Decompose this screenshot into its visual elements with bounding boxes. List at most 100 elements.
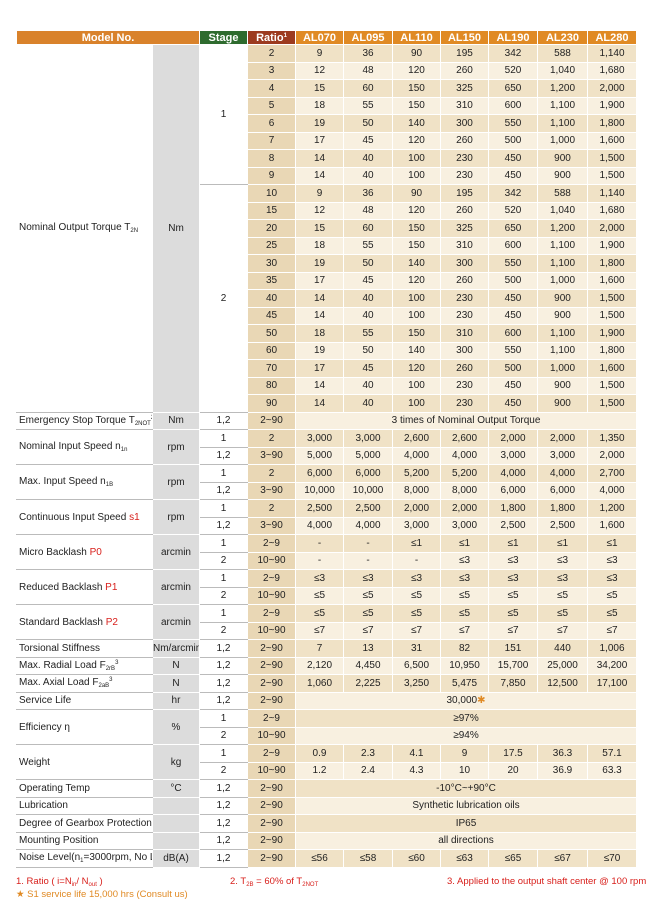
value-cell: ≤5 [392, 586, 441, 605]
value-cell: 230 [440, 289, 489, 308]
value-cell: ≤3 [537, 551, 588, 570]
footnote: 3. Applied to the output shaft center @ … [447, 876, 646, 887]
table-row: Torsional Stiffness Nm/arcmin 1,2 2~90 7 13 31… [16, 639, 637, 658]
merged-cell: ≥97% [295, 709, 637, 728]
stage-header: Stage [199, 30, 248, 45]
text-part: Max. Input Speed n [19, 476, 106, 487]
value-cell: ≤3 [488, 569, 538, 588]
value-cell: 150 [392, 219, 441, 238]
ratio-cell: 8 [247, 149, 296, 168]
value-cell: 2,500 [295, 499, 344, 518]
unit-cell: N [152, 674, 200, 693]
table-row: Weight kg 1 2~9 0.9 2.3 4.1 9 17.5 36.3 57.1 [16, 744, 637, 780]
ratio-cell: 60 [247, 341, 296, 360]
ratio-cell: 2~90 [247, 674, 296, 693]
value-cell: 300 [440, 341, 489, 360]
value-cell: 450 [488, 149, 538, 168]
value-cell: ≤5 [537, 604, 588, 623]
unit-cell: rpm [152, 499, 200, 535]
value-cell: 17,100 [587, 674, 637, 693]
text-part: Degree of Gearbox Protection [19, 817, 152, 829]
stage-cell: 1,2 [199, 814, 248, 833]
row-label: Continuous Input Speed s1 [16, 499, 153, 535]
value-cell: 1,900 [587, 236, 637, 255]
value-cell: 600 [488, 324, 538, 343]
value-cell: ≤3 [537, 569, 588, 588]
ratio-cell: 10~90 [247, 621, 296, 640]
value-cell: 18 [295, 324, 344, 343]
value-cell: 45 [343, 131, 393, 150]
value-cell: 230 [440, 149, 489, 168]
value-cell: 150 [392, 96, 441, 115]
value-cell: ≤5 [488, 586, 538, 605]
value-cell: 4,000 [343, 516, 393, 535]
value-cell: 520 [488, 61, 538, 80]
ratio-cell: 10~90 [247, 761, 296, 780]
text-part: P1 [105, 581, 118, 593]
ratio-cell: 2 [247, 429, 296, 448]
unit-cell [152, 796, 200, 815]
table-row: 1,2 3~90 4,000 4,000 3,000 3,000 2,500 2,500 1,6… [17, 516, 637, 535]
table-row: Lubrication 1,2 2~90 Synthetic lubrication … [16, 796, 637, 815]
value-cell: 325 [440, 219, 489, 238]
value-cell: 40 [343, 306, 393, 325]
table-row: Max. Input Speed n1B rpm 1 2 6,000 6,000 5,200… [16, 464, 637, 500]
value-cell: 19 [295, 114, 344, 133]
value-cell: 1,500 [587, 306, 637, 325]
text-part: =3000rpm, No Load) [83, 852, 152, 864]
value-cell: 600 [488, 96, 538, 115]
merged-cell: Synthetic lubrication oils [295, 796, 637, 815]
value-cell: 1,100 [537, 114, 588, 133]
value-cell: 500 [488, 271, 538, 290]
value-cell: 1,100 [537, 254, 588, 273]
value-cell: 310 [440, 236, 489, 255]
value-cell: 3,000 [343, 429, 393, 448]
value-cell: ≤65 [488, 849, 538, 868]
value-cell: 100 [392, 166, 441, 185]
stage-cell: 1 [199, 604, 248, 623]
stage-cell: 1,2 [199, 674, 248, 693]
value-cell: 150 [392, 79, 441, 98]
stage-cell: 1 [199, 499, 248, 518]
value-cell: 1,900 [587, 96, 637, 115]
value-cell: 140 [392, 114, 441, 133]
value-cell: 260 [440, 61, 489, 80]
value-cell: 6,000 [295, 464, 344, 483]
table-row: 35 17 45 120 260 500 1,000 1,600 [17, 271, 637, 290]
stage-cell: 1 [199, 429, 248, 448]
row-label: Weight [16, 744, 153, 780]
text-part: Noise Level(n [19, 852, 81, 864]
ratio-cell: 2~90 [247, 639, 296, 658]
stage-cell: 1 [199, 534, 248, 553]
table-row: 6 19 50 140 300 550 1,100 1,800 [17, 114, 637, 133]
value-cell: 8,000 [440, 481, 489, 500]
value-cell: 14 [295, 376, 344, 395]
unit-cell: % [152, 709, 200, 745]
table-row: 1,2 3~90 10,000 10,000 8,000 8,000 6,000 6,000 4… [17, 481, 637, 500]
value-cell: 450 [488, 376, 538, 395]
text-part: 3 [115, 659, 119, 666]
value-cell: 300 [440, 114, 489, 133]
value-cell: 34,200 [587, 656, 637, 675]
stage-cell: 1 [199, 464, 248, 483]
value-cell: 5,200 [392, 464, 441, 483]
value-cell: 5,475 [440, 674, 489, 693]
value-cell: ≤7 [440, 621, 489, 640]
value-cell: 2,000 [537, 429, 588, 448]
text-part: Service Life [19, 695, 72, 707]
model-header: AL230 [537, 30, 588, 45]
text-part: Max. Axial Load F [19, 677, 99, 689]
value-cell: ≤7 [343, 621, 393, 640]
value-cell: 1,800 [537, 499, 588, 518]
value-cell: 6,500 [392, 656, 441, 675]
value-cell: - [343, 551, 393, 570]
value-cell: 40 [343, 289, 393, 308]
value-cell: ≤3 [295, 569, 344, 588]
value-cell: 5,200 [440, 464, 489, 483]
stage-cell: 1 [199, 744, 248, 763]
ratio-cell: 3 [247, 61, 296, 80]
value-cell: ≤3 [587, 551, 637, 570]
ratio-cell: 2 [247, 499, 296, 518]
row-label: Micro Backlash P0 [16, 534, 153, 570]
value-cell: ≤58 [343, 849, 393, 868]
